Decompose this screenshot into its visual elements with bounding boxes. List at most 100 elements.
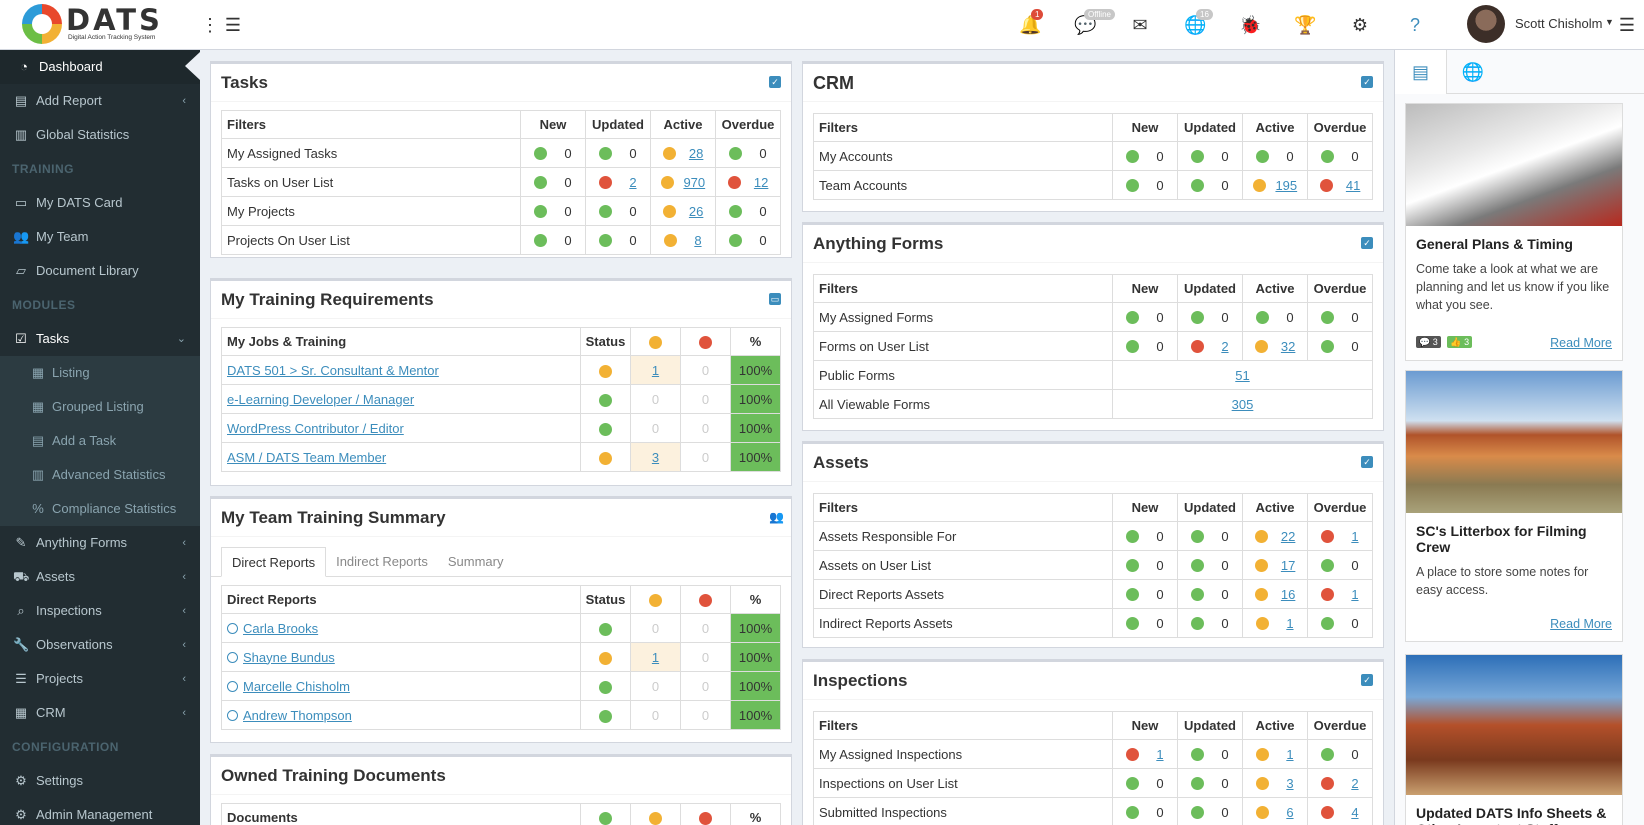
count-link[interactable]: 1 (1286, 746, 1294, 762)
count-link[interactable]: 32 (1280, 338, 1296, 354)
person-link[interactable]: Carla Brooks (243, 620, 319, 636)
sidebar-item-projects[interactable]: ☰ Projects ‹ (0, 662, 200, 696)
sidebar-item-tasks[interactable]: ☑ Tasks ⌄ (0, 322, 200, 356)
gear-icon: ⚙ (15, 773, 27, 788)
id-card-icon[interactable]: ▭ (769, 293, 781, 305)
viewable-forms-link[interactable]: 305 (1231, 396, 1254, 412)
tasks-table: Filters New Updated Active Overdue My Assign… (221, 110, 781, 255)
dats-logo[interactable]: DATS Digital Action Tracking System (22, 4, 180, 46)
count-link[interactable]: 2 (629, 174, 637, 190)
col-jobs-training: My Jobs & Training (221, 327, 581, 356)
checkbox-icon[interactable]: ✓ (1361, 76, 1373, 88)
count-link[interactable]: 6 (1286, 804, 1294, 820)
help-icon[interactable]: ? (1409, 15, 1420, 35)
count-link[interactable]: 1 (651, 649, 660, 665)
checkbox-icon[interactable]: ✓ (1361, 456, 1373, 468)
read-more-link[interactable]: Read More (1550, 617, 1612, 631)
table-row: My Projects 0 0 26 0 (221, 196, 781, 226)
tab-indirect-reports[interactable]: Indirect Reports (336, 554, 428, 569)
sidebar-subitem-compliance-statistics[interactable]: % Compliance Statistics (0, 492, 200, 526)
globe-tab-icon[interactable]: 🌐 (1461, 62, 1485, 82)
training-link[interactable]: DATS 501 > Sr. Consultant & Mentor (227, 362, 439, 378)
status-dot-green (1191, 587, 1205, 601)
training-link[interactable]: ASM / DATS Team Member (227, 449, 387, 465)
globe-icon[interactable]: 🌐 16 (1184, 9, 1213, 36)
sidebar-item-assets[interactable]: ⛟ Assets ‹ (0, 560, 200, 594)
read-more-link[interactable]: Read More (1550, 336, 1612, 350)
sidebar-item-admin-management[interactable]: ⚙ Admin Management (0, 798, 200, 825)
person-link[interactable]: Shayne Bundus (243, 649, 335, 665)
sidebar-item-document-library[interactable]: ▱ Document Library (0, 254, 200, 288)
logo-text: DATS (66, 3, 163, 37)
training-link[interactable]: WordPress Contributor / Editor (227, 420, 404, 436)
count-link[interactable]: 3 (651, 449, 660, 465)
sidebar-subitem-grouped-listing[interactable]: ▦ Grouped Listing (0, 390, 200, 424)
count-link[interactable]: 16 (1280, 586, 1296, 602)
sidebar-item-settings[interactable]: ⚙ Settings (0, 764, 200, 798)
person-link[interactable]: Marcelle Chisholm (243, 678, 350, 694)
status-dot-green (599, 622, 612, 636)
count-link[interactable]: 26 (688, 203, 704, 219)
count-link[interactable]: 1 (1351, 528, 1359, 544)
count-link[interactable]: 3 (1286, 775, 1294, 791)
hamburger-menu-icon[interactable]: ☰ (224, 15, 242, 35)
sidebar-item-anything-forms[interactable]: ✎ Anything Forms ‹ (0, 526, 200, 560)
status-dot-green (1126, 616, 1140, 630)
count-link[interactable]: 1 (1351, 586, 1359, 602)
status-dot-orange (1254, 587, 1268, 601)
user-menu[interactable]: Scott Chisholm ▼ (1467, 5, 1627, 45)
count-link[interactable]: 195 (1275, 177, 1298, 193)
count-link[interactable]: 2 (1221, 338, 1229, 354)
table-row: Indirect Reports Assets 0 0 1 0 (813, 608, 1373, 638)
sidebar-item-crm[interactable]: ▦ CRM ‹ (0, 696, 200, 730)
sidebar-subitem-listing[interactable]: ▦ Listing (0, 356, 200, 390)
count-link[interactable]: 970 (683, 174, 706, 190)
chat-icon[interactable]: 💬 Offline (1074, 9, 1115, 36)
sidebar-item-observations[interactable]: 🔧 Observations ‹ (0, 628, 200, 662)
sidebar-item-dashboard[interactable]: ◔ Dashboard (0, 50, 200, 84)
sidebar-item-my-team[interactable]: 👥 My Team (0, 220, 200, 254)
tab-direct-reports[interactable]: Direct Reports (221, 547, 327, 577)
settings-cogs-icon[interactable]: ⚙ (1351, 15, 1369, 35)
chat-status-badge: Offline (1084, 9, 1115, 20)
trophy-icon[interactable]: 🏆 (1294, 15, 1317, 35)
sidebar-item-global-statistics[interactable]: ▥ Global Statistics (0, 118, 200, 152)
checkbox-icon[interactable]: ✓ (1361, 237, 1373, 249)
public-forms-link[interactable]: 51 (1235, 367, 1250, 383)
checkbox-icon[interactable]: ✓ (769, 76, 781, 88)
count-link[interactable]: 8 (694, 232, 702, 248)
person-link[interactable]: Andrew Thompson (243, 707, 352, 723)
status-dot-red (1321, 805, 1335, 819)
count-link[interactable]: 17 (1280, 557, 1296, 573)
count-link[interactable]: 41 (1345, 177, 1361, 193)
notifications-bell-icon[interactable]: 🔔 1 (1019, 9, 1044, 36)
count-link[interactable]: 28 (688, 145, 704, 161)
count-link[interactable]: 12 (753, 174, 769, 190)
mail-icon[interactable]: ✉ (1132, 15, 1148, 35)
count-link[interactable]: 22 (1280, 528, 1296, 544)
users-icon[interactable]: 👥 (769, 510, 784, 524)
checkbox-icon[interactable]: ✓ (1361, 674, 1373, 686)
sidebar-item-add-report[interactable]: ▤ Add Report ‹ (0, 84, 200, 118)
more-vertical-icon[interactable]: ⋮ (201, 15, 219, 35)
chevron-left-icon: ‹ (182, 95, 186, 107)
count-link[interactable]: 1 (1286, 615, 1294, 631)
count-link[interactable]: 1 (1156, 746, 1164, 762)
sidebar-subitem-advanced-statistics[interactable]: ▥ Advanced Statistics (0, 458, 200, 492)
count-link[interactable]: 4 (1351, 804, 1359, 820)
sidebar-item-inspections[interactable]: ⌕ Inspections ‹ (0, 594, 200, 628)
sidebar-item-my-dats-card[interactable]: ▭ My DATS Card (0, 186, 200, 220)
control-sidebar-toggle-icon[interactable]: ☰ (1618, 15, 1636, 35)
news-card: Updated DATS Info Sheets & Other Importa… (1405, 654, 1623, 825)
chevron-left-icon: ‹ (182, 605, 186, 617)
training-link[interactable]: e-Learning Developer / Manager (227, 391, 415, 407)
bug-icon[interactable]: 🐞 (1239, 15, 1262, 35)
count-link[interactable]: 2 (1351, 775, 1359, 791)
sidebar-subitem-add-a-task[interactable]: ▤ Add a Task (0, 424, 200, 458)
count-link[interactable]: 1 (651, 362, 660, 378)
table-row: My Assigned Inspections 1 0 1 0 (813, 739, 1373, 769)
news-tab-icon[interactable]: ▤ (1395, 50, 1447, 94)
tab-summary[interactable]: Summary (447, 554, 504, 569)
car-image (1406, 104, 1622, 226)
orange-header-dot (649, 594, 662, 608)
